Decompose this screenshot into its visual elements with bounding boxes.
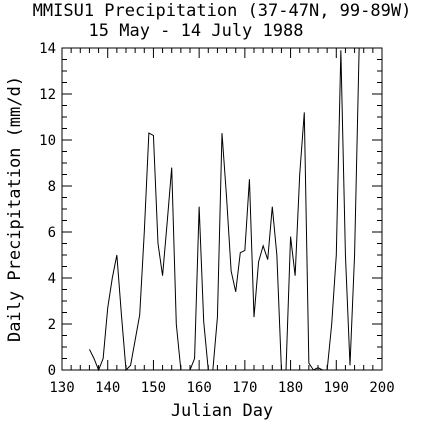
x-tick-label: 160 <box>186 380 211 396</box>
x-axis-label: Julian Day <box>171 401 273 421</box>
x-tick-label: 140 <box>95 380 120 396</box>
plot-frame <box>61 47 383 371</box>
y-tick-label: 6 <box>48 225 56 241</box>
chart-subtitle: 15 May - 14 July 1988 <box>89 21 304 41</box>
y-tick-label: 4 <box>48 271 56 287</box>
x-tick-label: 200 <box>369 380 394 396</box>
y-tick-label: 10 <box>39 133 56 149</box>
x-tick-label: 170 <box>232 380 257 396</box>
y-tick-label: 8 <box>48 179 56 195</box>
chart-title: MMISU1 Precipitation (37-47N, 99-89W) <box>33 1 412 21</box>
x-tick-label: 150 <box>141 380 166 396</box>
y-tick-label: 14 <box>39 41 56 57</box>
x-tick-label: 130 <box>49 380 74 396</box>
y-tick-label: 12 <box>39 87 56 103</box>
y-axis-label: Daily Precipitation (mm/d) <box>5 76 25 342</box>
x-tick-label: 180 <box>278 380 303 396</box>
y-tick-labels: 0 2 4 6 8 10 12 14 <box>39 41 56 379</box>
y-tick-label: 2 <box>48 317 56 333</box>
axis-ticks <box>61 47 383 371</box>
y-tick-label: 0 <box>48 363 56 379</box>
precipitation-series-line <box>88 47 360 372</box>
x-tick-label: 190 <box>324 380 349 396</box>
x-tick-labels: 130 140 150 160 170 180 190 200 <box>49 380 394 396</box>
